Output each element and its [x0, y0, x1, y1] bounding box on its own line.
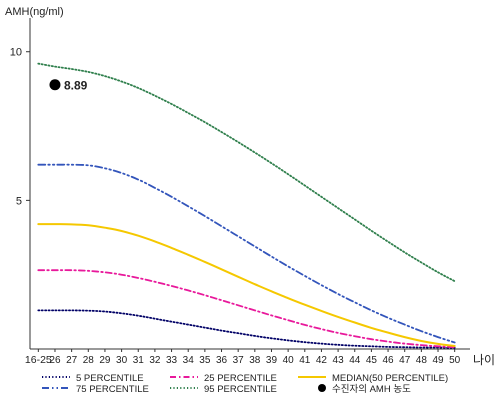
legend-marker-swatch	[318, 384, 326, 392]
legend: 5 PERCENTILE 25 PERCENTILE MEDIAN(50 PERCE…	[42, 373, 448, 395]
x-tick-label: 50	[449, 355, 461, 366]
x-tick-label: 29	[99, 355, 111, 366]
x-tick-label: 32	[149, 355, 161, 366]
x-tick-label: 43	[333, 355, 345, 366]
legend-label: 25 PERCENTILE	[204, 373, 277, 384]
series-line-2	[37, 223, 456, 347]
legend-label: 95 PERCENTILE	[204, 384, 277, 395]
series-line-0	[37, 309, 456, 349]
x-tick-label: 30	[116, 355, 128, 366]
x-tick-label: 16-25	[25, 354, 52, 366]
x-tick-label: 48	[416, 355, 428, 366]
x-tick-label: 34	[183, 355, 195, 366]
x-tick-label: 37	[233, 355, 245, 366]
x-axis-label: 나이	[473, 353, 495, 367]
series-line-4	[37, 62, 456, 283]
patient-marker-point	[49, 79, 61, 91]
x-tick-label: 28	[83, 355, 95, 366]
legend-label: 5 PERCENTILE	[76, 373, 144, 384]
x-tick-label: 46	[382, 355, 394, 366]
x-tick-label: 49	[432, 355, 444, 366]
x-tick-label: 45	[366, 355, 378, 366]
x-tick-label: 36	[216, 355, 228, 366]
x-tick-label: 44	[349, 355, 361, 366]
marker-layer: 8.89	[49, 79, 88, 93]
series-line-1	[37, 269, 456, 349]
patient-marker-label: 8.89	[64, 79, 88, 93]
legend-label: 75 PERCENTILE	[76, 384, 149, 395]
x-tick-label: 26	[49, 355, 61, 366]
y-tick-label: 10	[10, 47, 22, 59]
x-tick-label: 38	[249, 355, 261, 366]
x-tick-label: 40	[283, 355, 295, 366]
y-tick-label: 5	[16, 195, 22, 207]
x-tick-label: 35	[199, 355, 211, 366]
series-layer	[37, 62, 456, 349]
x-tick-label: 39	[266, 355, 278, 366]
y-axis-label: AMH(ng/ml)	[5, 6, 64, 18]
x-tick-label: 27	[66, 355, 78, 366]
x-tick-label: 42	[316, 355, 328, 366]
series-line-3	[37, 163, 456, 344]
legend-label: 수진자의 AMH 농도	[332, 384, 411, 395]
x-tick-label: 47	[399, 355, 411, 366]
x-tick-label: 33	[166, 355, 178, 366]
x-tick-label: 41	[299, 355, 311, 366]
x-tick-label: 31	[133, 355, 145, 366]
legend-label: MEDIAN(50 PERCENTILE)	[332, 373, 448, 384]
